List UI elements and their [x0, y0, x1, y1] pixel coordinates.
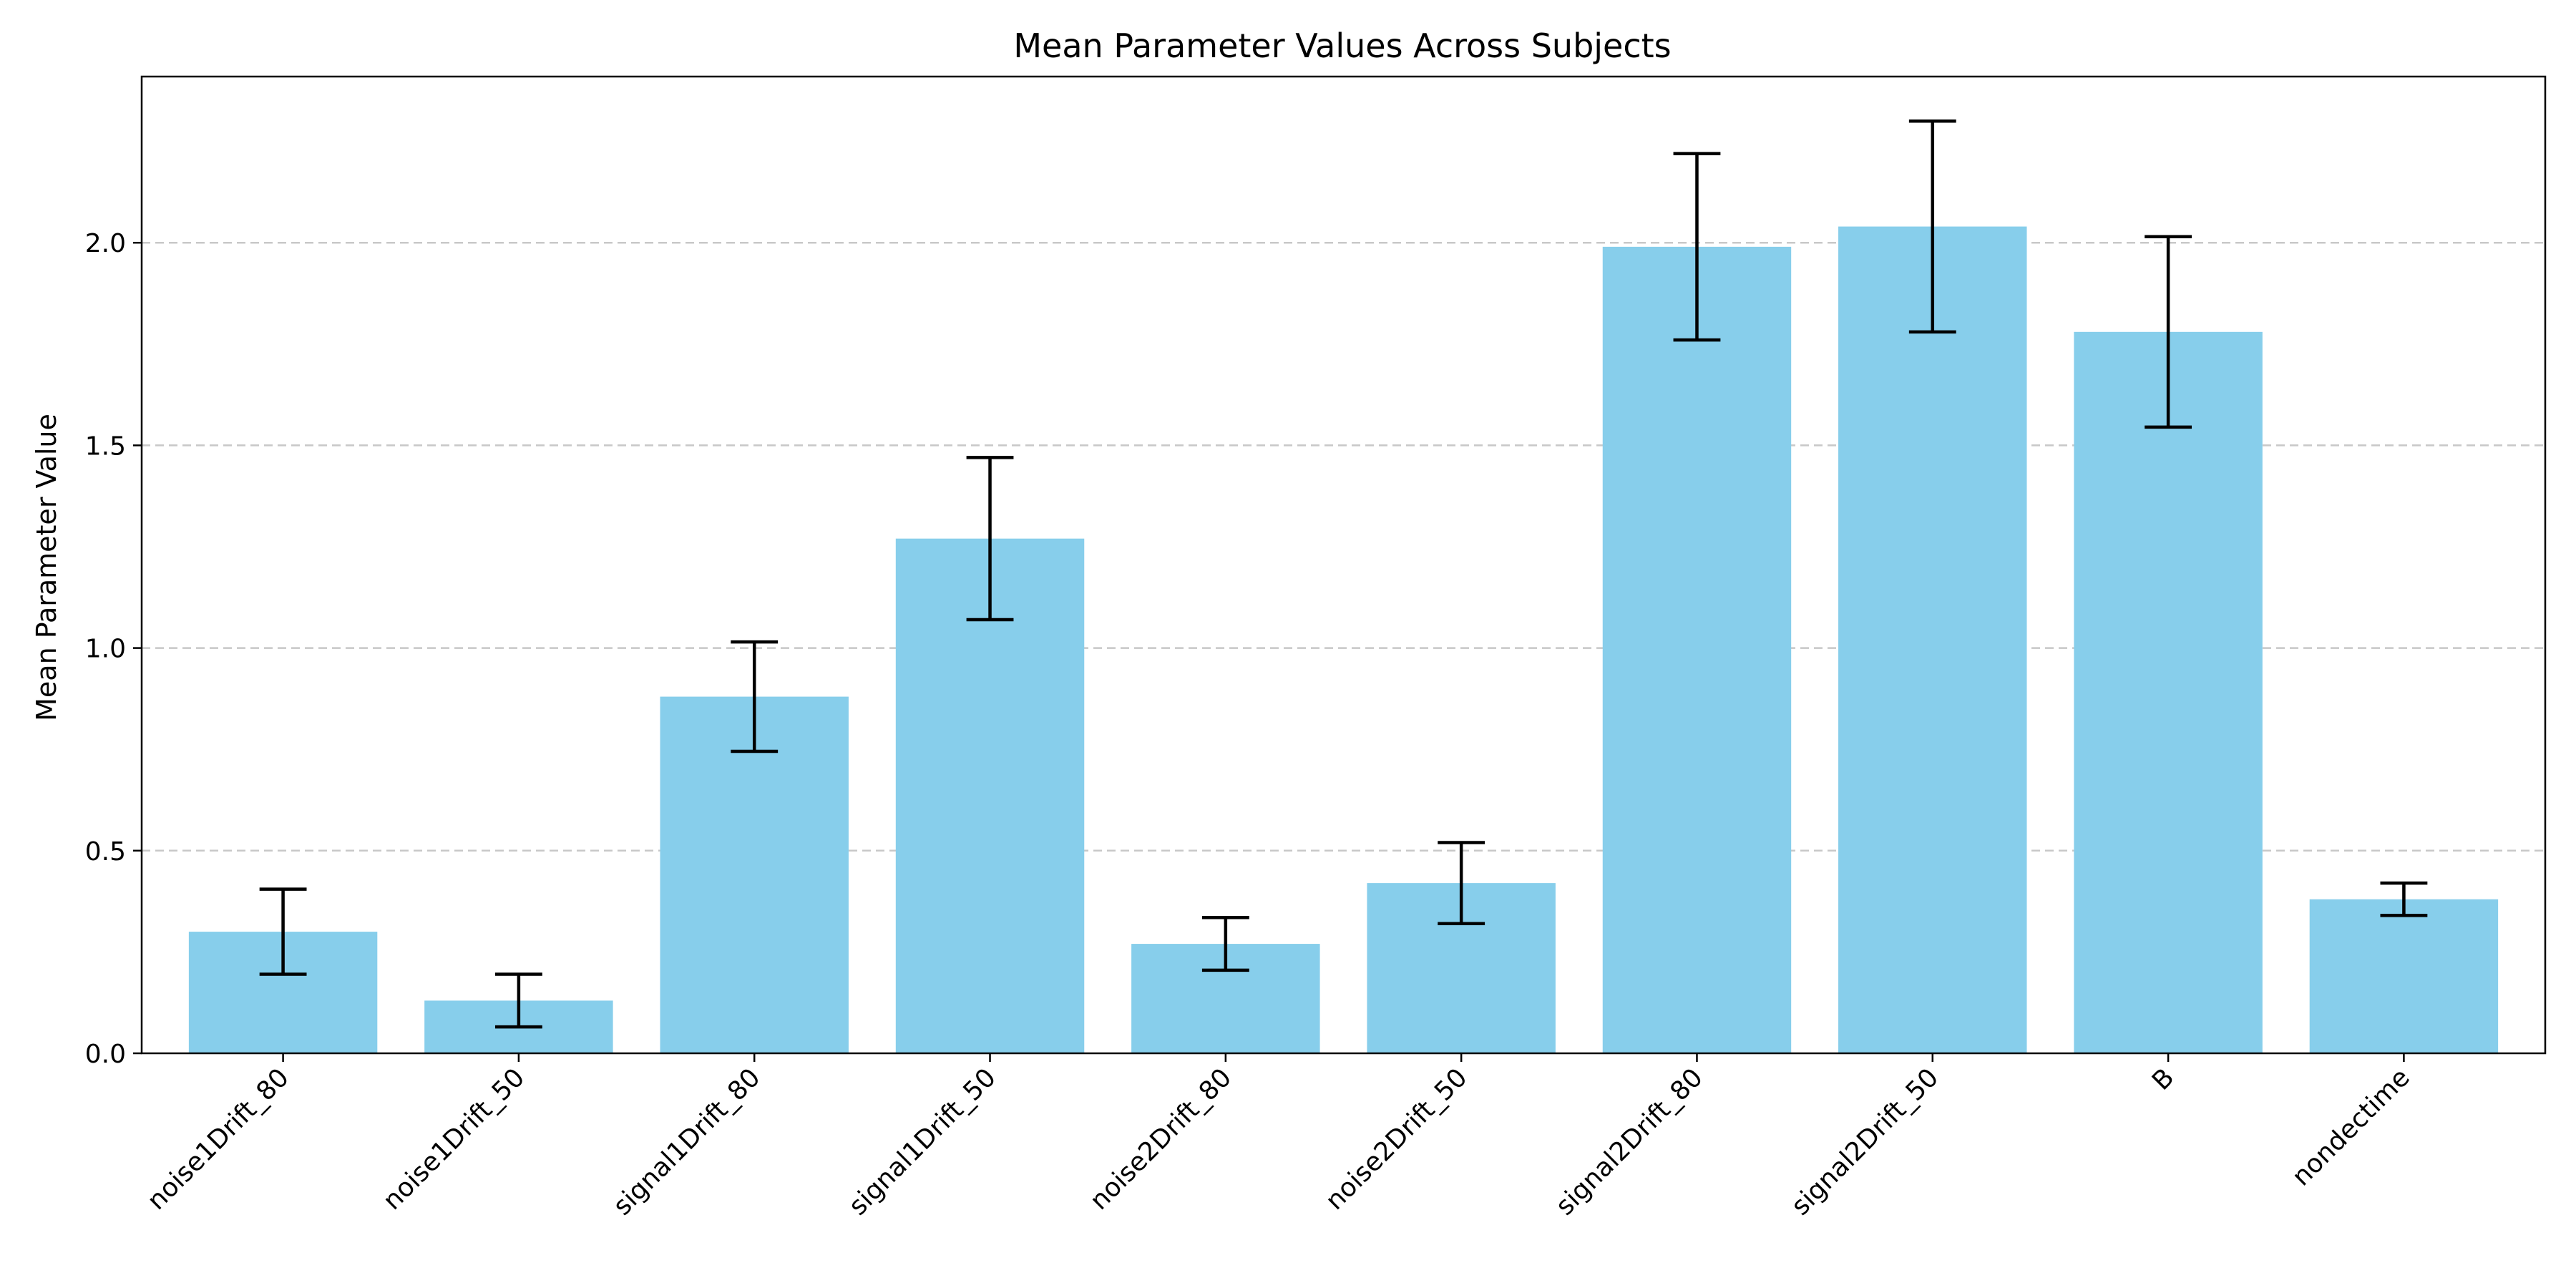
x-tick-label: signal1Drift_50 [844, 1063, 1002, 1221]
x-tick-label: noise2Drift_50 [1320, 1063, 1473, 1216]
chart-title: Mean Parameter Values Across Subjects [1013, 26, 1671, 65]
bar-signal2Drift_80 [1602, 246, 1792, 1054]
x-tick-label: signal1Drift_80 [608, 1063, 766, 1221]
error-bar-signal2Drift_80 [1673, 152, 1721, 342]
bar-B [2074, 331, 2263, 1054]
y-tick-label: 1.5 [85, 431, 126, 461]
y-axis-label: Mean Parameter Value [31, 414, 62, 721]
x-axis-ticks: noise1Drift_80 noise1Drift_50 signal1Drift… [142, 1053, 2416, 1221]
x-tick-label: signal2Drift_80 [1551, 1063, 1709, 1221]
y-tick-label: 0.5 [85, 837, 126, 867]
error-bar-signal2Drift_50 [1908, 119, 1956, 334]
y-tick-label: 0.0 [85, 1040, 126, 1069]
x-tick-label: nondectime [2287, 1063, 2416, 1191]
error-bar-noise2Drift_80 [1201, 916, 1249, 972]
plot-frame [140, 75, 2547, 1055]
error-bar-noise2Drift_50 [1438, 841, 1485, 926]
error-bar-signal1Drift_80 [731, 640, 779, 753]
error-bar-signal1Drift_50 [966, 456, 1014, 622]
y-tick-label: 1.0 [85, 635, 126, 664]
error-bar-noise1Drift_80 [259, 887, 307, 976]
y-axis-ticks: 0.0 0.5 1.0 1.5 2.0 [85, 229, 142, 1069]
bar-signal1Drift_50 [895, 538, 1085, 1053]
error-bar-nondectime [2380, 881, 2428, 917]
bar-nondectime [2309, 899, 2499, 1053]
bars [188, 226, 2499, 1054]
x-tick-label: B [2147, 1063, 2180, 1096]
bar-signal2Drift_50 [1838, 226, 2027, 1053]
x-tick-label: noise1Drift_80 [142, 1063, 295, 1216]
error-bar-B [2145, 235, 2192, 429]
error-bar-noise1Drift_50 [494, 972, 542, 1029]
x-tick-label: noise2Drift_80 [1085, 1063, 1238, 1216]
y-tick-label: 2.0 [85, 229, 126, 258]
bar-signal1Drift_80 [660, 696, 849, 1053]
x-tick-label: noise1Drift_50 [378, 1063, 531, 1216]
x-tick-label: signal2Drift_50 [1786, 1063, 1944, 1221]
error-bars [259, 119, 2428, 1029]
